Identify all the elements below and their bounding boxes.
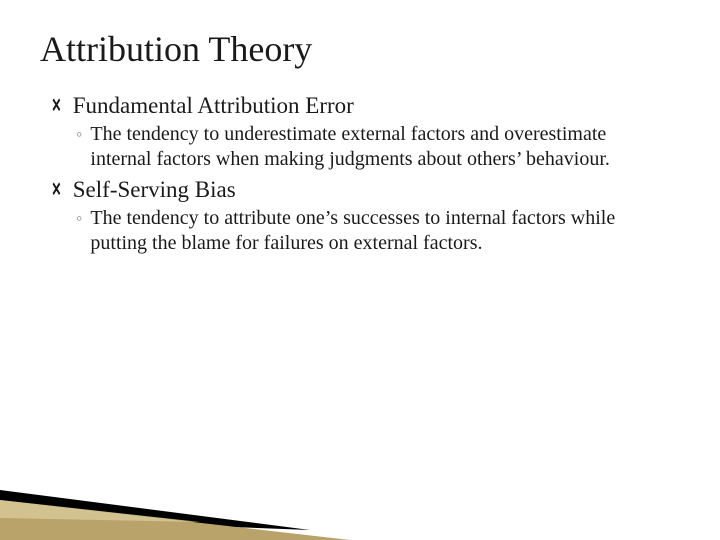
sub-marker-icon: ◦: [76, 122, 82, 146]
bullet-item: ✕ Fundamental Attribution Error ◦ The te…: [48, 92, 680, 172]
bullet-main-text: Fundamental Attribution Error: [73, 92, 354, 120]
bullet-item: ✕ Self-Serving Bias ◦ The tendency to at…: [48, 176, 680, 256]
bullet-sub-text: The tendency to underestimate external f…: [90, 122, 680, 172]
bullet-list: ✕ Fundamental Attribution Error ◦ The te…: [40, 92, 680, 256]
bullet-sub-text: The tendency to attribute one’s successe…: [90, 206, 680, 256]
sub-marker-icon: ◦: [76, 206, 82, 230]
bullet-marker-icon: ✕: [51, 176, 61, 204]
black-wedge-shape: [0, 490, 310, 530]
slide-container: Attribution Theory ✕ Fundamental Attribu…: [0, 0, 720, 540]
gold-light-shape: [0, 500, 200, 522]
gold-wedge-shape: [0, 500, 350, 540]
slide-title: Attribution Theory: [40, 28, 680, 70]
bullet-sub: ◦ The tendency to attribute one’s succes…: [48, 206, 680, 256]
corner-decoration: [0, 440, 720, 540]
bullet-main: ✕ Self-Serving Bias: [48, 176, 680, 204]
bullet-marker-icon: ✕: [51, 92, 61, 120]
bullet-sub: ◦ The tendency to underestimate external…: [48, 122, 680, 172]
bullet-main-text: Self-Serving Bias: [73, 176, 236, 204]
bullet-main: ✕ Fundamental Attribution Error: [48, 92, 680, 120]
